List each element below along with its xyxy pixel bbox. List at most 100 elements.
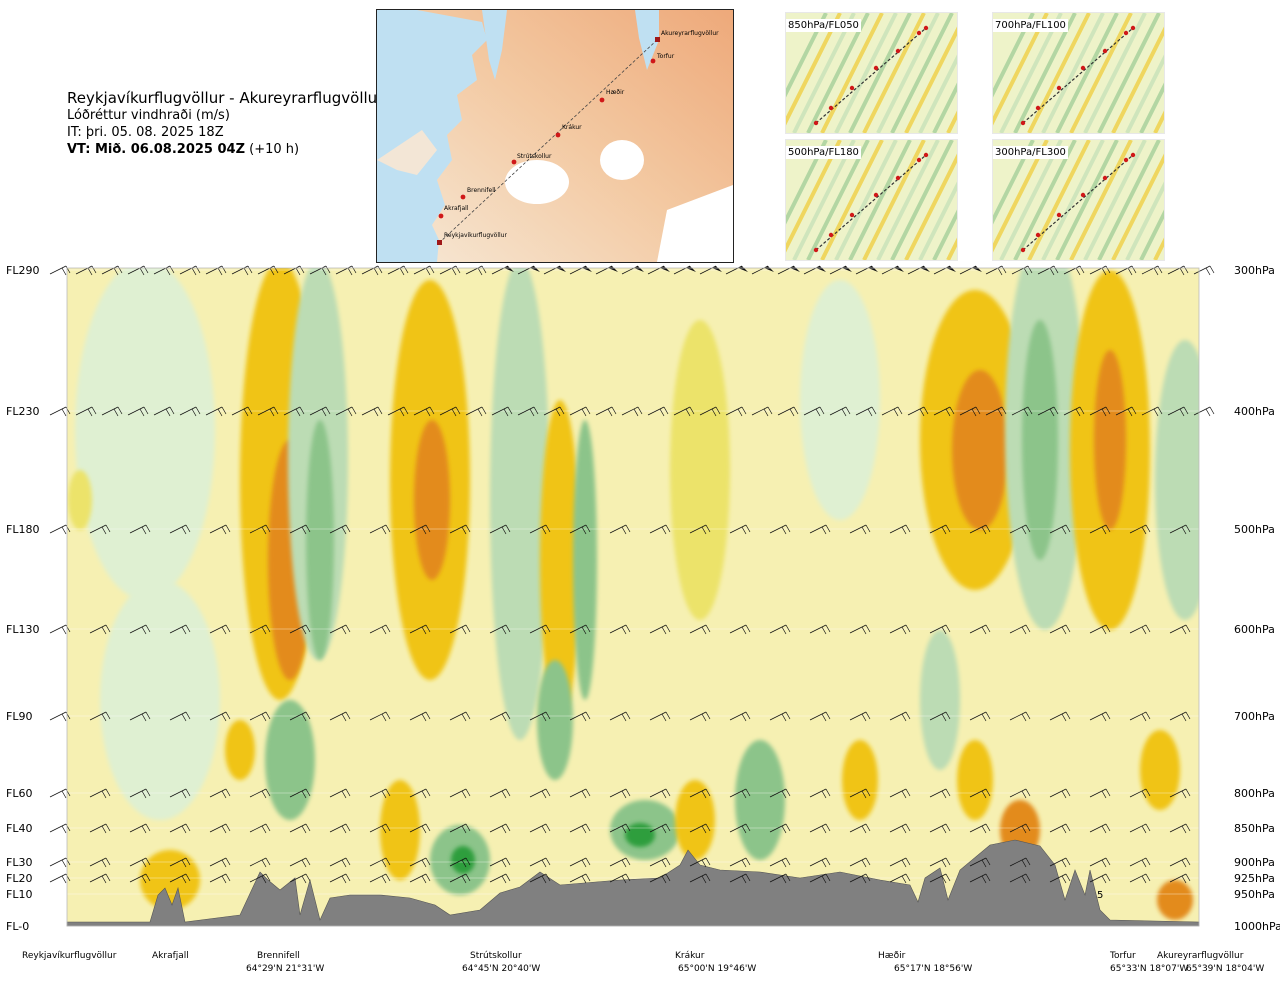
wind-barb — [1049, 524, 1071, 535]
wind-barb — [179, 406, 201, 417]
mini-field-stripe — [862, 140, 926, 260]
mini-map-850[interactable]: 850hPa/FL050 — [785, 12, 958, 134]
mini-field-stripe — [904, 153, 957, 260]
wind-barb — [689, 857, 711, 868]
mini-route-marker — [828, 232, 834, 238]
mini-field-stripe — [786, 13, 828, 98]
mini-field-stripe — [1013, 140, 1077, 260]
velocity-blob — [842, 740, 878, 820]
wind-barb — [169, 857, 191, 868]
mini-route-marker — [1020, 247, 1026, 253]
fl-label-230: FL230 — [6, 405, 40, 418]
wind-barb — [929, 524, 951, 535]
mini-field-stripe — [904, 26, 957, 133]
wind-barb — [929, 857, 951, 868]
wind-barb — [289, 823, 311, 834]
mini-route-line — [815, 154, 927, 251]
wind-barb — [969, 624, 991, 635]
wind-barb — [129, 823, 151, 834]
fjord-shape — [482, 10, 507, 80]
map-marker-haedir — [599, 97, 605, 103]
wind-barb — [249, 624, 271, 635]
wind-barb — [809, 624, 831, 635]
mini-map-500[interactable]: 500hPa/FL180 — [785, 139, 958, 261]
wind-barb — [929, 624, 951, 635]
mini-route-marker — [1123, 30, 1129, 36]
wind-barb — [1169, 524, 1191, 535]
wind-barb — [1129, 857, 1151, 868]
wind-barb — [609, 711, 631, 722]
wind-barb — [129, 711, 151, 722]
variable-label: Lóðréttur vindhraði (m/s) — [67, 108, 230, 123]
wind-barb — [129, 857, 151, 868]
wind-barb — [1049, 823, 1071, 834]
wind-barb — [907, 406, 929, 417]
eyjafjordur-shape — [635, 10, 659, 70]
wind-barb — [543, 265, 566, 275]
wind-barb — [689, 823, 711, 834]
wind-barb — [751, 265, 774, 275]
mini-field-stripe — [876, 13, 940, 133]
wind-barb — [729, 788, 751, 799]
wind-barb — [849, 711, 871, 722]
wind-barb — [89, 857, 111, 868]
wind-barb — [409, 823, 431, 834]
wind-barb — [489, 873, 511, 884]
mini-map-700[interactable]: 700hPa/FL100 — [992, 12, 1165, 134]
wind-barb — [689, 873, 711, 884]
wind-barb — [249, 788, 271, 799]
map-marker-strutskollur — [511, 159, 517, 165]
mini-field-stripe — [786, 140, 842, 253]
wind-barb — [969, 857, 991, 868]
wind-barb — [1089, 857, 1111, 868]
wind-barb — [889, 823, 911, 834]
wind-barb — [409, 873, 431, 884]
wind-barb — [409, 711, 431, 722]
mini-field-stripe — [786, 140, 828, 225]
mini-field-stripe — [918, 54, 957, 133]
wind-barb — [335, 265, 357, 276]
wind-barb — [809, 711, 831, 722]
mini-field-stripe — [792, 13, 856, 133]
wind-barb — [649, 857, 671, 868]
velocity-blob — [380, 780, 420, 880]
wind-barb — [985, 406, 1007, 417]
coord-brennifell: 64°29'N 21°31'W — [246, 964, 325, 974]
wind-barb — [849, 873, 871, 884]
mini-field-stripe — [1069, 140, 1133, 260]
wind-barb — [889, 788, 911, 799]
wind-barb — [465, 406, 487, 417]
wind-barb — [829, 406, 851, 417]
wind-barb — [369, 524, 391, 535]
mini-map-500-canvas — [786, 140, 957, 260]
wind-barb — [209, 524, 231, 535]
wind-barb — [329, 873, 351, 884]
wind-barb — [1169, 857, 1191, 868]
wind-barb — [1089, 265, 1111, 276]
wind-barb — [1049, 711, 1071, 722]
velocity-blob — [225, 720, 255, 780]
wind-barb — [699, 265, 722, 275]
mini-field-stripe — [1097, 13, 1161, 133]
mini-field-stripe — [806, 13, 870, 133]
wind-barb — [1129, 823, 1151, 834]
wind-barb — [129, 788, 151, 799]
wind-barb — [725, 265, 748, 275]
wind-barb — [649, 823, 671, 834]
wind-barb — [1129, 788, 1151, 799]
wind-barb — [205, 265, 227, 276]
wind-barb — [1115, 265, 1137, 276]
wind-barb — [569, 406, 591, 417]
map-label-krakur: Krákur — [562, 124, 582, 131]
wind-barb — [1089, 873, 1111, 884]
wind-barb — [849, 823, 871, 834]
wind-barb — [369, 624, 391, 635]
wind-barb — [729, 624, 751, 635]
wind-barb — [169, 711, 191, 722]
wind-barb — [329, 788, 351, 799]
mini-map-300[interactable]: 300hPa/FL300 — [992, 139, 1165, 261]
wind-barb — [209, 873, 231, 884]
wind-barb — [1009, 624, 1031, 635]
wind-barb — [413, 265, 435, 276]
wind-barb — [209, 711, 231, 722]
